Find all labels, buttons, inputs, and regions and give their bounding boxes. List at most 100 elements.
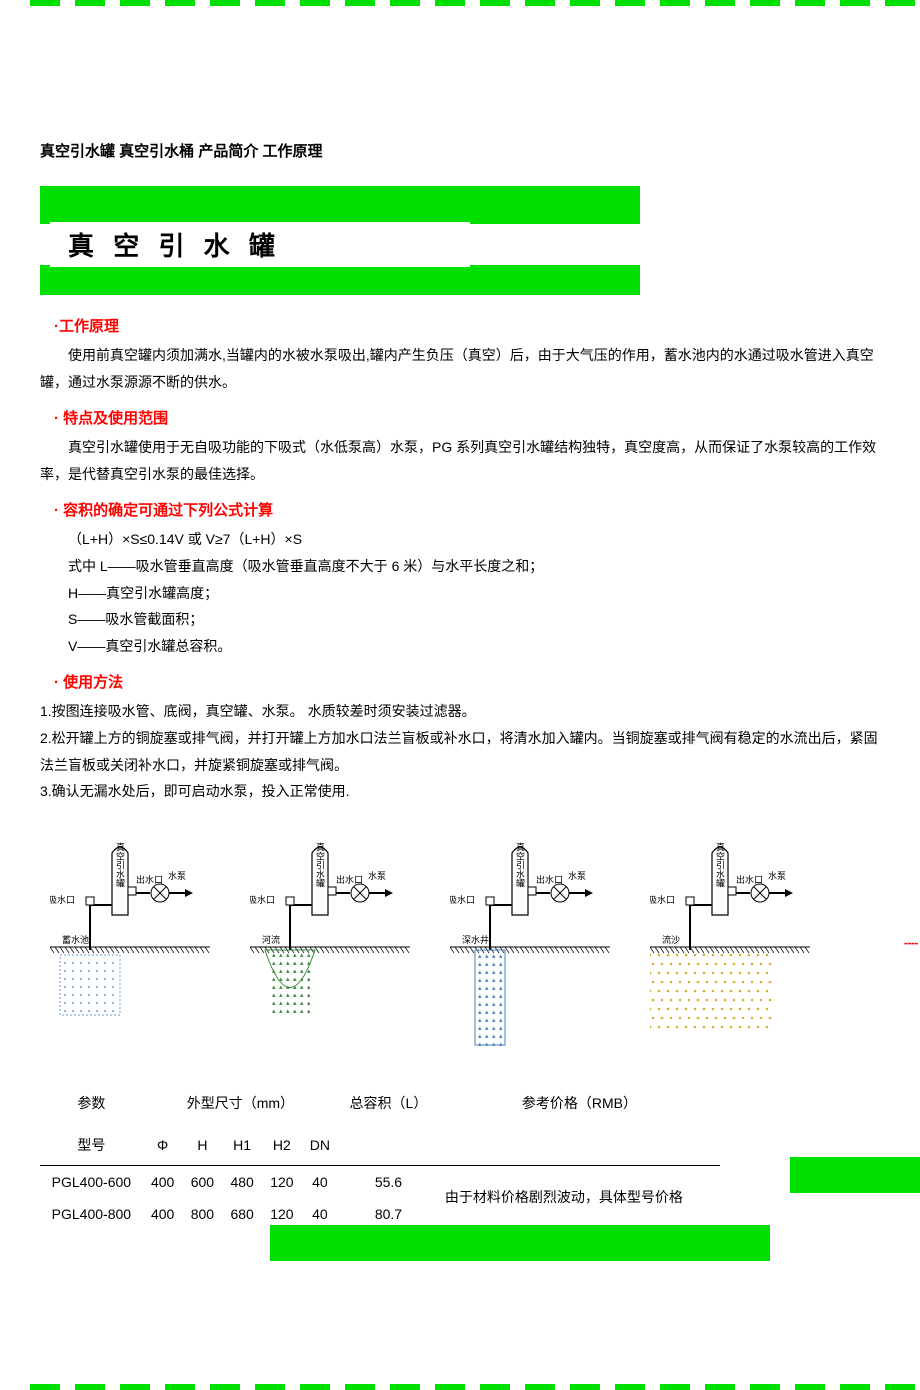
svg-text:▴: ▴ [293,1000,297,1007]
svg-text:▴: ▴ [300,1000,304,1007]
page-border-bottom [30,1384,920,1390]
svg-text:▴: ▴ [492,1009,496,1016]
th-model: 型号 [40,1127,143,1166]
heading-features: · 特点及使用范围 [54,407,880,428]
cell-H1: 680 [222,1198,262,1230]
svg-text:▴: ▴ [485,1017,489,1024]
svg-text:▴: ▴ [485,1033,489,1040]
table-row: PGL400-600 400 600 480 120 40 55.6 由于材料价… [40,1165,720,1198]
svg-text:▴: ▴ [492,953,496,960]
th-phi: Φ [143,1127,183,1166]
cell-phi: 400 [143,1165,183,1198]
svg-text:▴: ▴ [499,961,503,968]
page-title: 真 空 引 水 罐 [68,231,281,261]
svg-text:▴: ▴ [485,985,489,992]
scene: 真空引水罐 吸水口 出水口 水泵 深水井 ▴▴▴▴▴▴▴▴▴▴▴▴▴▴▴▴▴▴▴… [450,835,610,1055]
scene: 真空引水罐 吸水口 出水口 水泵 河流 ▴▴▴▴▴▴▴▴▴▴▴▴▴▴▴▴▴▴▴▴… [250,835,410,1055]
scene-svg: 真空引水罐 吸水口 出水口 水泵 河流 ▴▴▴▴▴▴▴▴▴▴▴▴▴▴▴▴▴▴▴▴… [250,835,410,1055]
svg-text:▴: ▴ [485,953,489,960]
svg-text:▴: ▴ [492,1025,496,1032]
svg-text:▴: ▴ [478,1025,482,1032]
svg-text:▴: ▴ [293,992,297,999]
svg-text:出水口: 出水口 [136,874,163,885]
svg-text:▴: ▴ [272,976,276,983]
cell-model: PGL400-600 [40,1165,143,1198]
text-features: 真空引水罐使用于无自吸功能的下吸式（水低泵高）水泵，PG 系列真空引水罐结构独特… [40,434,880,487]
cell-phi: 400 [143,1198,183,1230]
svg-text:▴: ▴ [499,985,503,992]
var-S: S——吸水管截面积； [68,606,880,633]
svg-text:水泵: 水泵 [768,870,786,881]
formula: （L+H）×S≤0.14V 或 V≥7（L+H）×S [68,526,880,553]
heading-volume: · 容积的确定可通过下列公式计算 [54,499,880,520]
svg-text:▴: ▴ [286,1008,290,1015]
svg-text:▴: ▴ [485,1041,489,1048]
green-decor-below [270,1225,770,1261]
svg-text:▴: ▴ [492,977,496,984]
svg-text:出水口: 出水口 [536,874,563,885]
spec-table: 参数 外型尺寸（mm） 总容积（L） 参考价格（RMB） 型号 Φ H H1 H… [40,1085,720,1230]
svg-text:▴: ▴ [499,1017,503,1024]
svg-text:▴: ▴ [300,968,304,975]
svg-text:▴: ▴ [478,1041,482,1048]
svg-text:水泵: 水泵 [168,870,186,881]
svg-text:▴: ▴ [485,1001,489,1008]
svg-text:水泵: 水泵 [568,870,586,881]
svg-text:▴: ▴ [492,985,496,992]
svg-text:▴: ▴ [499,953,503,960]
svg-text:▴: ▴ [272,960,276,967]
svg-text:▴: ▴ [272,952,276,959]
svg-text:▴: ▴ [478,985,482,992]
scene-svg: 真空引水罐 吸水口 出水口 水泵 深水井 ▴▴▴▴▴▴▴▴▴▴▴▴▴▴▴▴▴▴▴… [450,835,610,1055]
svg-text:▴: ▴ [307,1000,311,1007]
scene: 真空引水罐 吸水口 出水口 水泵 流沙 [650,835,810,1055]
svg-text:▴: ▴ [272,1000,276,1007]
svg-text:▴: ▴ [307,968,311,975]
svg-text:▴: ▴ [279,984,283,991]
th-H2: H2 [262,1127,302,1166]
scene-svg: 真空引水罐 吸水口 出水口 水泵 流沙 [650,835,810,1055]
svg-text:▴: ▴ [478,969,482,976]
svg-text:▴: ▴ [279,952,283,959]
svg-text:▴: ▴ [492,1017,496,1024]
svg-text:▴: ▴ [499,1033,503,1040]
svg-text:▴: ▴ [286,1000,290,1007]
scene: 真空引水罐 吸水口 出水口 水泵 蓄水池 [50,835,210,1055]
svg-text:出水口: 出水口 [336,874,363,885]
svg-text:▴: ▴ [279,976,283,983]
title-bar-bottom [40,265,640,295]
svg-text:▴: ▴ [279,1000,283,1007]
svg-text:▴: ▴ [293,960,297,967]
svg-text:▴: ▴ [286,952,290,959]
th-vol: 总容积（L） [338,1085,439,1127]
svg-text:▴: ▴ [293,984,297,991]
usage-2: 2.松开罐上方的铜旋塞或排气阀，并打开罐上方加水口法兰盲板或补水口，将清水加入罐… [40,725,880,778]
svg-text:▴: ▴ [485,993,489,1000]
svg-text:▴: ▴ [485,977,489,984]
page-border-top [30,0,920,6]
svg-text:▴: ▴ [307,976,311,983]
svg-text:▴: ▴ [286,992,290,999]
title-block: 真 空 引 水 罐 [40,186,880,295]
svg-text:▴: ▴ [286,968,290,975]
svg-text:▴: ▴ [492,993,496,1000]
svg-text:▴: ▴ [492,1001,496,1008]
svg-text:▴: ▴ [499,1001,503,1008]
var-H: H——真空引水罐高度； [68,580,880,607]
svg-text:▴: ▴ [499,1041,503,1048]
svg-text:▴: ▴ [478,1001,482,1008]
svg-text:▴: ▴ [279,992,283,999]
var-V: V——真空引水罐总容积。 [68,633,880,660]
svg-text:▴: ▴ [478,993,482,1000]
svg-text:▴: ▴ [485,1009,489,1016]
svg-text:▴: ▴ [272,968,276,975]
svg-text:▴: ▴ [478,953,482,960]
th-H: H [183,1127,223,1166]
svg-text:▴: ▴ [300,992,304,999]
spec-table-wrap: 参数 外型尺寸（mm） 总容积（L） 参考价格（RMB） 型号 Φ H H1 H… [40,1085,880,1230]
cell-H2: 120 [262,1165,302,1198]
svg-text:▴: ▴ [300,1008,304,1015]
svg-text:真空引水罐: 真空引水罐 [115,841,125,888]
svg-text:河流: 河流 [262,934,280,945]
cell-H: 600 [183,1165,223,1198]
